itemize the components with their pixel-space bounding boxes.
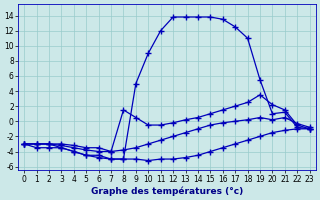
X-axis label: Graphe des températures (°c): Graphe des températures (°c) — [91, 186, 243, 196]
